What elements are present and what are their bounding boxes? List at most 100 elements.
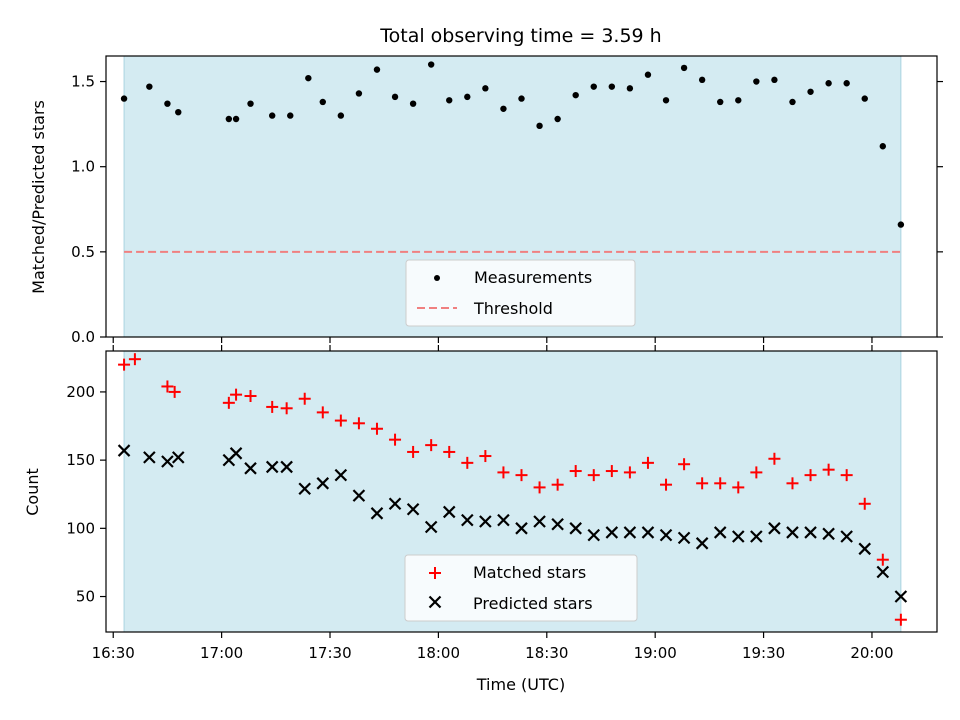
matched-star-point xyxy=(750,466,763,479)
matched-star-point xyxy=(425,439,438,452)
matched-star-point xyxy=(858,497,871,510)
predicted-star-point xyxy=(171,451,185,464)
predicted-star-point xyxy=(551,517,564,531)
predicted-star-point xyxy=(442,505,456,519)
x-tick-label: 19:00 xyxy=(634,644,677,662)
matched-star-point xyxy=(316,406,329,419)
matched-star-point xyxy=(696,477,709,490)
measurement-point xyxy=(287,112,294,119)
plot-frame xyxy=(105,350,938,633)
matched-star-point xyxy=(515,469,528,482)
measurement-point xyxy=(247,100,254,107)
matched-star-point xyxy=(732,481,745,494)
predicted-star-point xyxy=(732,530,745,543)
matched-star-point xyxy=(894,613,907,626)
x-tick-label: 18:00 xyxy=(417,644,460,662)
matched-star-point xyxy=(407,445,420,458)
y-tick-label: 1.5 xyxy=(71,73,95,91)
plot-frame xyxy=(105,55,938,338)
measurement-point xyxy=(225,115,233,123)
ratio-panel-frame xyxy=(105,55,938,338)
count-panel-frame xyxy=(105,350,938,633)
matched-star-point xyxy=(497,466,510,479)
matched-star-point xyxy=(804,469,817,482)
matched-star-point xyxy=(641,456,654,469)
matched-star-point xyxy=(551,478,564,491)
predicted-star-point xyxy=(406,502,420,516)
measurements-series xyxy=(120,61,905,228)
time-x-axis: 16:30 17:00 17:30 18:00 18:30 19:00 19:30 20:00 xyxy=(92,345,894,662)
measurement-point xyxy=(590,83,597,90)
matched-stars-series xyxy=(118,353,907,626)
predicted-star-point xyxy=(388,497,402,511)
measurement-point xyxy=(175,109,182,116)
predicted-star-point xyxy=(894,590,908,603)
predicted-star-point xyxy=(768,522,781,535)
predicted-star-point xyxy=(840,530,853,543)
legend-box xyxy=(405,259,636,327)
matched-star-point xyxy=(840,469,853,482)
x-tick-label: 16:30 xyxy=(92,644,135,662)
predicted-star-point xyxy=(515,522,528,535)
predicted-star-point xyxy=(461,513,474,527)
x-tick-label: 19:30 xyxy=(742,644,785,662)
matched-star-point xyxy=(587,469,600,482)
measurement-point xyxy=(572,91,579,99)
measurement-point xyxy=(482,85,489,92)
matched-star-point xyxy=(569,465,582,478)
matched-star-point xyxy=(605,465,618,478)
count-y-axis: 50 100 150 200 xyxy=(66,383,106,606)
measurement-point xyxy=(319,98,326,106)
measurement-point xyxy=(373,66,381,73)
measurement-point xyxy=(500,105,507,112)
measurement-point xyxy=(698,76,706,84)
matched-star-point xyxy=(876,553,889,566)
y-tick-label: 0.5 xyxy=(71,243,95,261)
measurement-point xyxy=(662,97,670,104)
predicted-star-point xyxy=(822,527,835,541)
predicted-star-point xyxy=(298,482,311,496)
predicted-stars-series xyxy=(117,444,908,603)
predicted-star-point xyxy=(587,528,601,542)
measurement-point xyxy=(120,95,128,102)
measurement-point xyxy=(446,97,453,104)
ratio-panel: 0.0 0.5 1.0 1.5 Matched/Predicted stars Mea… xyxy=(29,55,943,346)
measurement-point xyxy=(825,80,832,87)
matched-star-point xyxy=(280,402,293,415)
y-tick-label: 200 xyxy=(66,383,95,401)
measurement-point xyxy=(879,143,887,150)
measurement-point xyxy=(409,100,417,107)
legend-predicted-marker xyxy=(428,595,442,609)
measurement-point xyxy=(717,98,724,106)
predicted-star-point xyxy=(316,477,330,490)
measurement-point xyxy=(735,97,742,104)
predicted-star-point xyxy=(265,460,279,474)
matched-star-point xyxy=(443,445,456,458)
measurement-point xyxy=(464,93,471,101)
y-tick-label: 1.0 xyxy=(71,158,95,176)
count-y-axis-label: Count xyxy=(23,468,42,516)
predicted-star-point xyxy=(713,526,727,539)
x-tick-label: 17:30 xyxy=(308,644,351,662)
matched-star-point xyxy=(118,358,131,371)
y-tick-label: 0.0 xyxy=(71,328,95,346)
measurement-point xyxy=(897,221,905,228)
predicted-star-point xyxy=(244,462,257,475)
chart-title: Total observing time = 3.59 h xyxy=(379,25,661,47)
legend-threshold-label: Threshold xyxy=(473,299,553,318)
predicted-star-point xyxy=(533,515,546,528)
measurement-point xyxy=(753,78,760,85)
x-tick-label: 20:00 xyxy=(850,644,893,662)
predicted-star-point xyxy=(641,526,655,539)
measurement-point xyxy=(232,115,240,123)
matched-star-point xyxy=(461,456,474,469)
x-tick-label: 18:30 xyxy=(525,644,568,662)
predicted-star-point xyxy=(569,522,582,535)
ratio-y-axis-label: Matched/Predicted stars xyxy=(29,100,48,294)
x-tick-label: 17:00 xyxy=(200,644,243,662)
measurement-point xyxy=(164,100,171,107)
measurement-point xyxy=(771,76,778,84)
predicted-star-point xyxy=(695,537,709,550)
measurement-point xyxy=(554,115,561,123)
